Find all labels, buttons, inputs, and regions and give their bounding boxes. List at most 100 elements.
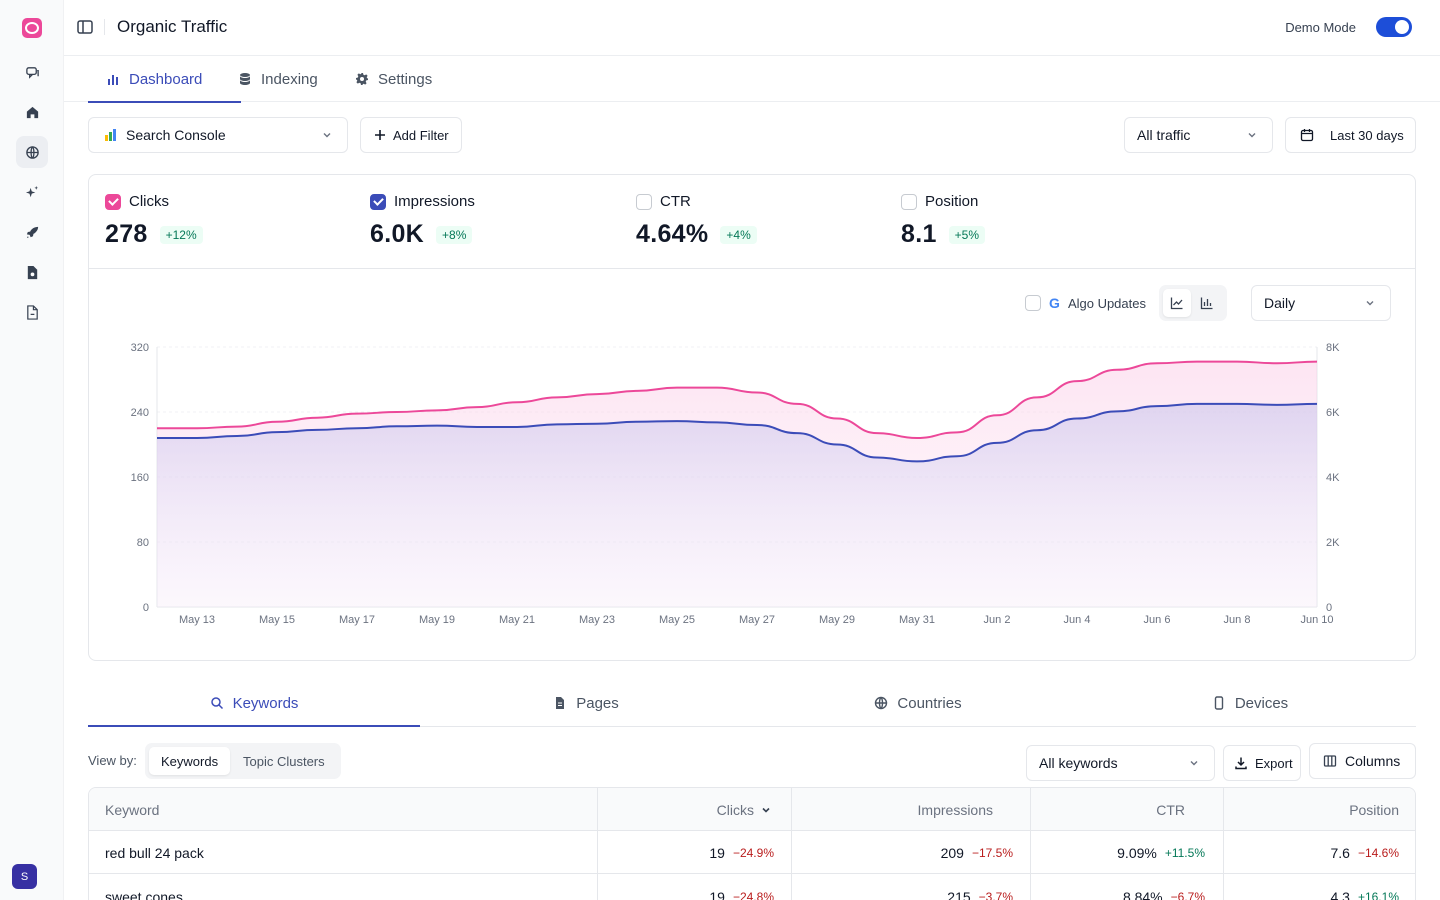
chart-type-switch — [1159, 285, 1227, 321]
tab-label: Keywords — [232, 694, 299, 712]
x-tick-label: May 23 — [579, 614, 615, 626]
clicks-checkbox[interactable] — [105, 193, 121, 210]
app-logo[interactable] — [22, 18, 42, 38]
chart-areas — [157, 361, 1317, 607]
clicks-cell: 19 −24.8% — [597, 875, 774, 900]
columns-icon — [1323, 755, 1337, 767]
add-filter-label: Add Filter — [393, 127, 449, 143]
top-bar: Organic Traffic Demo Mode — [64, 0, 1440, 56]
y-tick-label: 0 — [143, 602, 149, 614]
table-row[interactable]: red bull 24 pack 19 −24.9% 209 −17.5% 9.09… — [89, 831, 1415, 874]
line-chart-icon[interactable] — [1163, 289, 1191, 317]
column-divider — [597, 788, 598, 900]
bar-chart-icon[interactable] — [1193, 289, 1221, 317]
sidebar-toggle-icon[interactable] — [76, 18, 94, 36]
chevron-down-icon — [323, 133, 331, 138]
tab-dashboard[interactable]: Dashboard — [88, 56, 241, 103]
col-impressions[interactable]: Impressions — [917, 801, 993, 818]
tab-label: Dashboard — [129, 70, 203, 88]
add-filter-button[interactable]: Add Filter — [360, 117, 462, 153]
algo-updates-toggle[interactable]: G Algo Updates — [1025, 295, 1146, 311]
x-tick-label: Jun 6 — [1144, 614, 1171, 626]
keyword-filter-select[interactable]: All keywords — [1026, 745, 1215, 781]
col-keyword[interactable]: Keyword — [105, 801, 160, 818]
source-value: Search Console — [126, 127, 226, 143]
position-value: 4.3 — [1330, 888, 1350, 900]
impressions-cell: 209 −17.5% — [791, 831, 1013, 874]
document-search-icon[interactable] — [16, 256, 48, 288]
metric-label: CTR — [660, 193, 691, 210]
keyword-cell[interactable]: sweet cones — [105, 888, 183, 900]
demo-mode-toggle[interactable] — [1376, 17, 1412, 37]
rocket-icon[interactable] — [16, 216, 48, 248]
date-range-button[interactable]: Last 30 days — [1285, 117, 1416, 153]
algo-updates-checkbox[interactable] — [1025, 295, 1042, 311]
calendar-icon — [1300, 129, 1314, 142]
tab-pages[interactable]: Pages — [420, 680, 752, 726]
ctr-change: +11.5% — [1164, 845, 1205, 860]
col-clicks-label: Clicks — [716, 801, 754, 818]
sort-desc-icon — [762, 807, 770, 813]
clicks-change: −24.9% — [732, 845, 774, 860]
metric-change-badge: +4% — [720, 225, 757, 244]
impressions-series-line — [157, 402, 1318, 463]
x-tick-label: May 29 — [819, 614, 855, 626]
globe-icon — [875, 696, 888, 710]
x-axis: May 13 May 15 May 17 May 19 May 21 May 23 May … — [179, 614, 1334, 626]
metric-clicks[interactable]: Clicks 278 +12% — [105, 193, 203, 249]
position-cell: 7.6 −14.6% — [1223, 831, 1399, 874]
position-cell: 4.3 +16.1% — [1223, 875, 1399, 900]
google-icon: G — [1049, 295, 1060, 311]
metric-change-badge: +12% — [159, 225, 203, 244]
chevron-down-icon — [1248, 133, 1256, 138]
impressions-area — [157, 403, 1317, 607]
tab-label: Indexing — [261, 70, 318, 88]
tab-settings[interactable]: Settings — [355, 56, 432, 102]
traffic-select[interactable]: All traffic — [1124, 117, 1273, 153]
metric-value: 6.0K — [370, 220, 425, 248]
download-icon — [1235, 757, 1247, 770]
impressions-checkbox[interactable] — [370, 193, 386, 210]
metrics-card: Clicks 278 +12% Impressions 6.0K +8% CTR 4… — [88, 174, 1416, 661]
col-clicks[interactable]: Clicks — [597, 788, 772, 831]
sparkles-icon[interactable] — [16, 176, 48, 208]
export-button[interactable]: Export — [1223, 745, 1301, 781]
view-topic-clusters-button[interactable]: Topic Clusters — [243, 753, 325, 769]
impressions-value: 209 — [940, 844, 964, 861]
date-range-value: Last 30 days — [1330, 127, 1404, 143]
globe-icon[interactable] — [16, 136, 48, 168]
chat-icon[interactable] — [16, 56, 48, 88]
granularity-select[interactable]: Daily — [1251, 285, 1391, 321]
x-tick-label: Jun 8 — [1224, 614, 1251, 626]
metric-change-badge: +8% — [436, 225, 473, 244]
columns-button[interactable]: Columns — [1309, 743, 1416, 779]
keyword-cell[interactable]: red bull 24 pack — [105, 844, 204, 861]
col-ctr[interactable]: CTR — [1156, 801, 1185, 818]
phone-icon — [1214, 696, 1224, 710]
tab-countries[interactable]: Countries — [752, 680, 1084, 726]
tab-devices[interactable]: Devices — [1084, 680, 1416, 726]
clicks-change: −24.8% — [732, 889, 774, 900]
avatar[interactable]: S — [12, 864, 37, 889]
table-row[interactable]: sweet cones 19 −24.8% 215 −3.7% 8.84% −6.7%… — [89, 875, 1415, 900]
document-icon[interactable] — [16, 296, 48, 328]
col-position[interactable]: Position — [1349, 801, 1399, 818]
position-checkbox[interactable] — [901, 193, 917, 210]
impressions-cell: 215 −3.7% — [791, 875, 1013, 900]
ctr-checkbox[interactable] — [636, 193, 652, 210]
metric-label: Position — [925, 193, 979, 210]
metric-impressions[interactable]: Impressions 6.0K +8% — [370, 193, 475, 249]
column-divider — [791, 788, 792, 900]
metric-ctr[interactable]: CTR 4.64% +4% — [636, 193, 757, 249]
x-tick-label: Jun 2 — [984, 614, 1011, 626]
y-tick-label: 80 — [137, 537, 149, 549]
tab-keywords[interactable]: Keywords — [88, 680, 420, 727]
view-keywords-button[interactable]: Keywords — [149, 747, 231, 775]
metric-position[interactable]: Position 8.1 +5% — [901, 193, 986, 249]
ctr-cell: 9.09% +11.5% — [1030, 831, 1205, 874]
metric-change-badge: +5% — [948, 225, 986, 244]
tab-indexing[interactable]: Indexing — [238, 56, 318, 102]
source-select[interactable]: Search Console — [88, 117, 348, 153]
home-icon[interactable] — [16, 96, 48, 128]
